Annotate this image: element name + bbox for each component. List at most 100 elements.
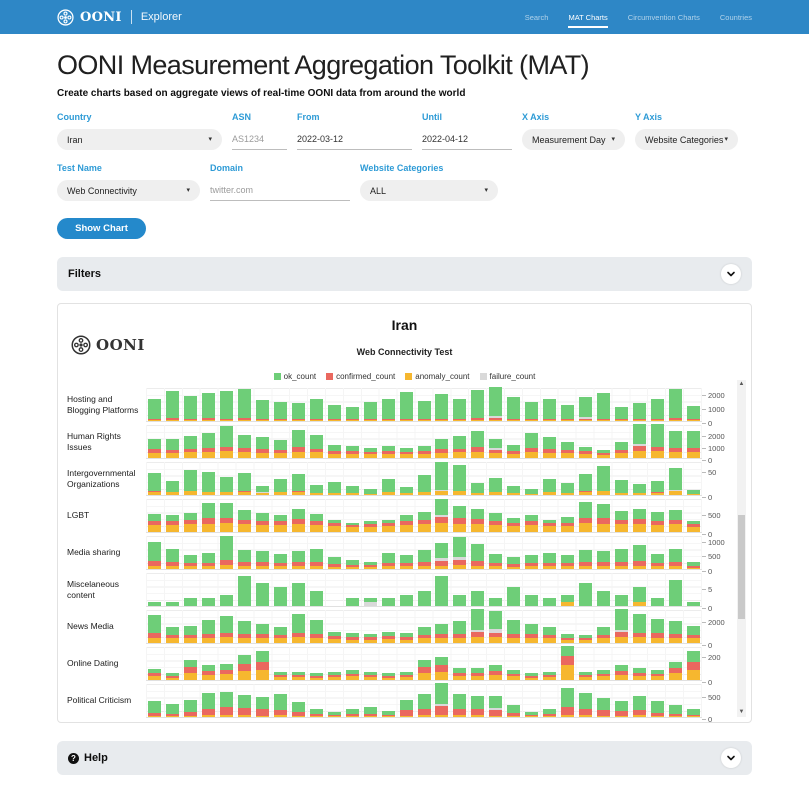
chart-scrollbar[interactable]: ▲ ▼	[737, 380, 746, 717]
y-axis-select[interactable]: Website Categories ▾	[635, 129, 738, 150]
stacked-bar[interactable]	[274, 478, 288, 495]
stacked-bar[interactable]	[578, 671, 592, 680]
stacked-bar[interactable]	[238, 694, 252, 717]
stacked-bar[interactable]	[543, 519, 557, 532]
stacked-bar[interactable]	[399, 554, 413, 569]
stacked-bar[interactable]	[291, 508, 305, 532]
stacked-bar[interactable]	[435, 438, 449, 458]
stacked-bar[interactable]	[471, 508, 485, 532]
stacked-bar[interactable]	[489, 438, 503, 458]
stacked-bar[interactable]	[596, 466, 610, 495]
stacked-bar[interactable]	[578, 446, 592, 458]
stacked-bar[interactable]	[238, 621, 252, 643]
stacked-bar[interactable]	[309, 590, 323, 606]
stacked-bar[interactable]	[256, 551, 270, 569]
stacked-bar[interactable]	[650, 598, 664, 606]
stacked-bar[interactable]	[668, 549, 682, 569]
stacked-bar[interactable]	[471, 482, 485, 495]
arrow-up-icon[interactable]: ▲	[738, 381, 745, 387]
stacked-bar[interactable]	[166, 704, 180, 717]
stacked-bar[interactable]	[184, 700, 198, 717]
stacked-bar[interactable]	[345, 598, 359, 606]
stacked-bar[interactable]	[489, 553, 503, 569]
stacked-bar[interactable]	[435, 542, 449, 569]
stacked-bar[interactable]	[668, 389, 682, 421]
stacked-bar[interactable]	[202, 432, 216, 458]
stacked-bar[interactable]	[435, 394, 449, 421]
stacked-bar[interactable]	[596, 590, 610, 606]
show-chart-button[interactable]: Show Chart	[57, 218, 146, 239]
arrow-down-icon[interactable]: ▼	[738, 709, 745, 715]
stacked-bar[interactable]	[363, 707, 377, 717]
stacked-bar[interactable]	[291, 429, 305, 458]
stacked-bar[interactable]	[668, 661, 682, 680]
website-categories-select[interactable]: ALL ▾	[360, 180, 498, 201]
stacked-bar[interactable]	[291, 613, 305, 643]
legend-item[interactable]: ok_count	[273, 372, 316, 381]
stacked-bar[interactable]	[148, 541, 162, 569]
stacked-bar[interactable]	[650, 398, 664, 421]
stacked-bar[interactable]	[399, 633, 413, 643]
stacked-bar[interactable]	[596, 504, 610, 532]
stacked-bar[interactable]	[507, 620, 521, 643]
stacked-bar[interactable]	[632, 696, 646, 717]
stacked-bar[interactable]	[453, 435, 467, 458]
stacked-bar[interactable]	[274, 694, 288, 717]
stacked-bar[interactable]	[489, 611, 503, 643]
stacked-bar[interactable]	[686, 651, 700, 680]
stacked-bar[interactable]	[507, 705, 521, 717]
stacked-bar[interactable]	[166, 390, 180, 421]
stacked-bar[interactable]	[686, 602, 700, 606]
stacked-bar[interactable]	[327, 404, 341, 421]
stacked-bar[interactable]	[632, 668, 646, 680]
stacked-bar[interactable]	[256, 486, 270, 495]
stacked-bar[interactable]	[166, 438, 180, 458]
nav-countries[interactable]: Countries	[719, 12, 752, 22]
stacked-bar[interactable]	[453, 668, 467, 680]
stacked-bar[interactable]	[256, 651, 270, 680]
stacked-bar[interactable]	[435, 656, 449, 680]
test-name-select[interactable]: Web Connectivity ▾	[57, 180, 200, 201]
until-date-input[interactable]	[422, 129, 512, 150]
stacked-bar[interactable]	[561, 554, 575, 569]
stacked-bar[interactable]	[309, 620, 323, 643]
stacked-bar[interactable]	[345, 559, 359, 569]
stacked-bar[interactable]	[435, 461, 449, 495]
stacked-bar[interactable]	[309, 513, 323, 532]
stacked-bar[interactable]	[668, 621, 682, 643]
stacked-bar[interactable]	[202, 665, 216, 680]
stacked-bar[interactable]	[327, 444, 341, 458]
stacked-bar[interactable]	[543, 671, 557, 680]
stacked-bar[interactable]	[561, 688, 575, 717]
stacked-bar[interactable]	[435, 575, 449, 606]
brand[interactable]: OONI Explorer	[57, 8, 182, 26]
stacked-bar[interactable]	[650, 424, 664, 458]
stacked-bar[interactable]	[184, 395, 198, 421]
stacked-bar[interactable]	[417, 511, 431, 532]
stacked-bar[interactable]	[453, 594, 467, 606]
stacked-bar[interactable]	[381, 552, 395, 569]
stacked-bar[interactable]	[471, 389, 485, 421]
stacked-bar[interactable]	[381, 479, 395, 495]
stacked-bar[interactable]	[363, 402, 377, 421]
stacked-bar[interactable]	[578, 501, 592, 532]
stacked-bar[interactable]	[596, 697, 610, 717]
stacked-bar[interactable]	[543, 598, 557, 606]
stacked-bar[interactable]	[543, 627, 557, 643]
stacked-bar[interactable]	[453, 621, 467, 643]
stacked-bar[interactable]	[148, 615, 162, 643]
stacked-bar[interactable]	[309, 434, 323, 458]
stacked-bar[interactable]	[525, 673, 539, 680]
stacked-bar[interactable]	[238, 389, 252, 421]
stacked-bar[interactable]	[614, 480, 628, 495]
stacked-bar[interactable]	[417, 590, 431, 606]
stacked-bar[interactable]	[256, 583, 270, 606]
stacked-bar[interactable]	[202, 692, 216, 717]
stacked-bar[interactable]	[471, 430, 485, 458]
stacked-bar[interactable]	[417, 474, 431, 495]
stacked-bar[interactable]	[417, 400, 431, 421]
stacked-bar[interactable]	[148, 701, 162, 717]
stacked-bar[interactable]	[561, 405, 575, 421]
stacked-bar[interactable]	[525, 432, 539, 458]
stacked-bar[interactable]	[184, 555, 198, 569]
